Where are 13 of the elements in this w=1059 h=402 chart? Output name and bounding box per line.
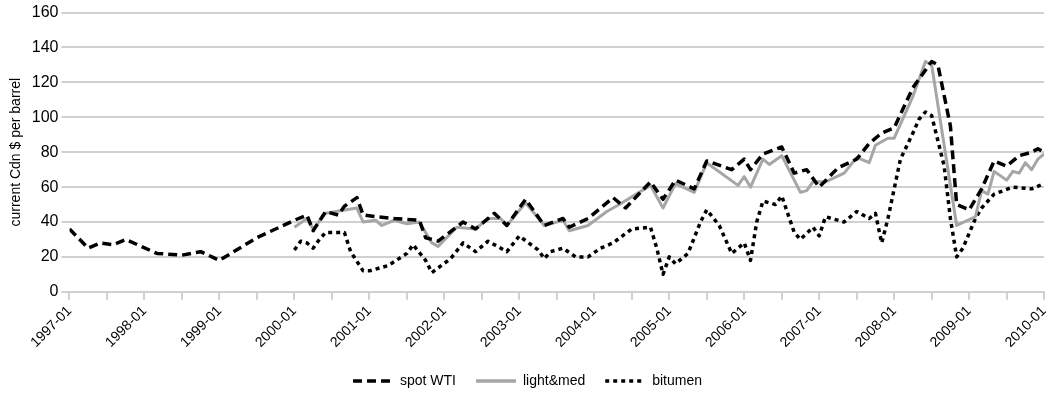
y-tick-label: 140	[31, 37, 59, 55]
y-tick-label: 120	[31, 72, 59, 90]
legend-label: bitumen	[652, 371, 703, 388]
legend-label: spot WTI	[399, 371, 456, 388]
y-tick-label: 40	[40, 212, 59, 230]
y-tick-label: 60	[40, 177, 59, 195]
y-tick-label: 20	[40, 247, 59, 265]
y-tick-label: 80	[40, 142, 59, 160]
y-tick-label: 100	[31, 107, 59, 125]
legend-label: light&med	[522, 371, 586, 388]
y-axis-title: current Cdn $ per barrel	[7, 77, 24, 227]
y-tick-label: 0	[49, 282, 59, 300]
y-tick-label: 160	[31, 3, 59, 21]
